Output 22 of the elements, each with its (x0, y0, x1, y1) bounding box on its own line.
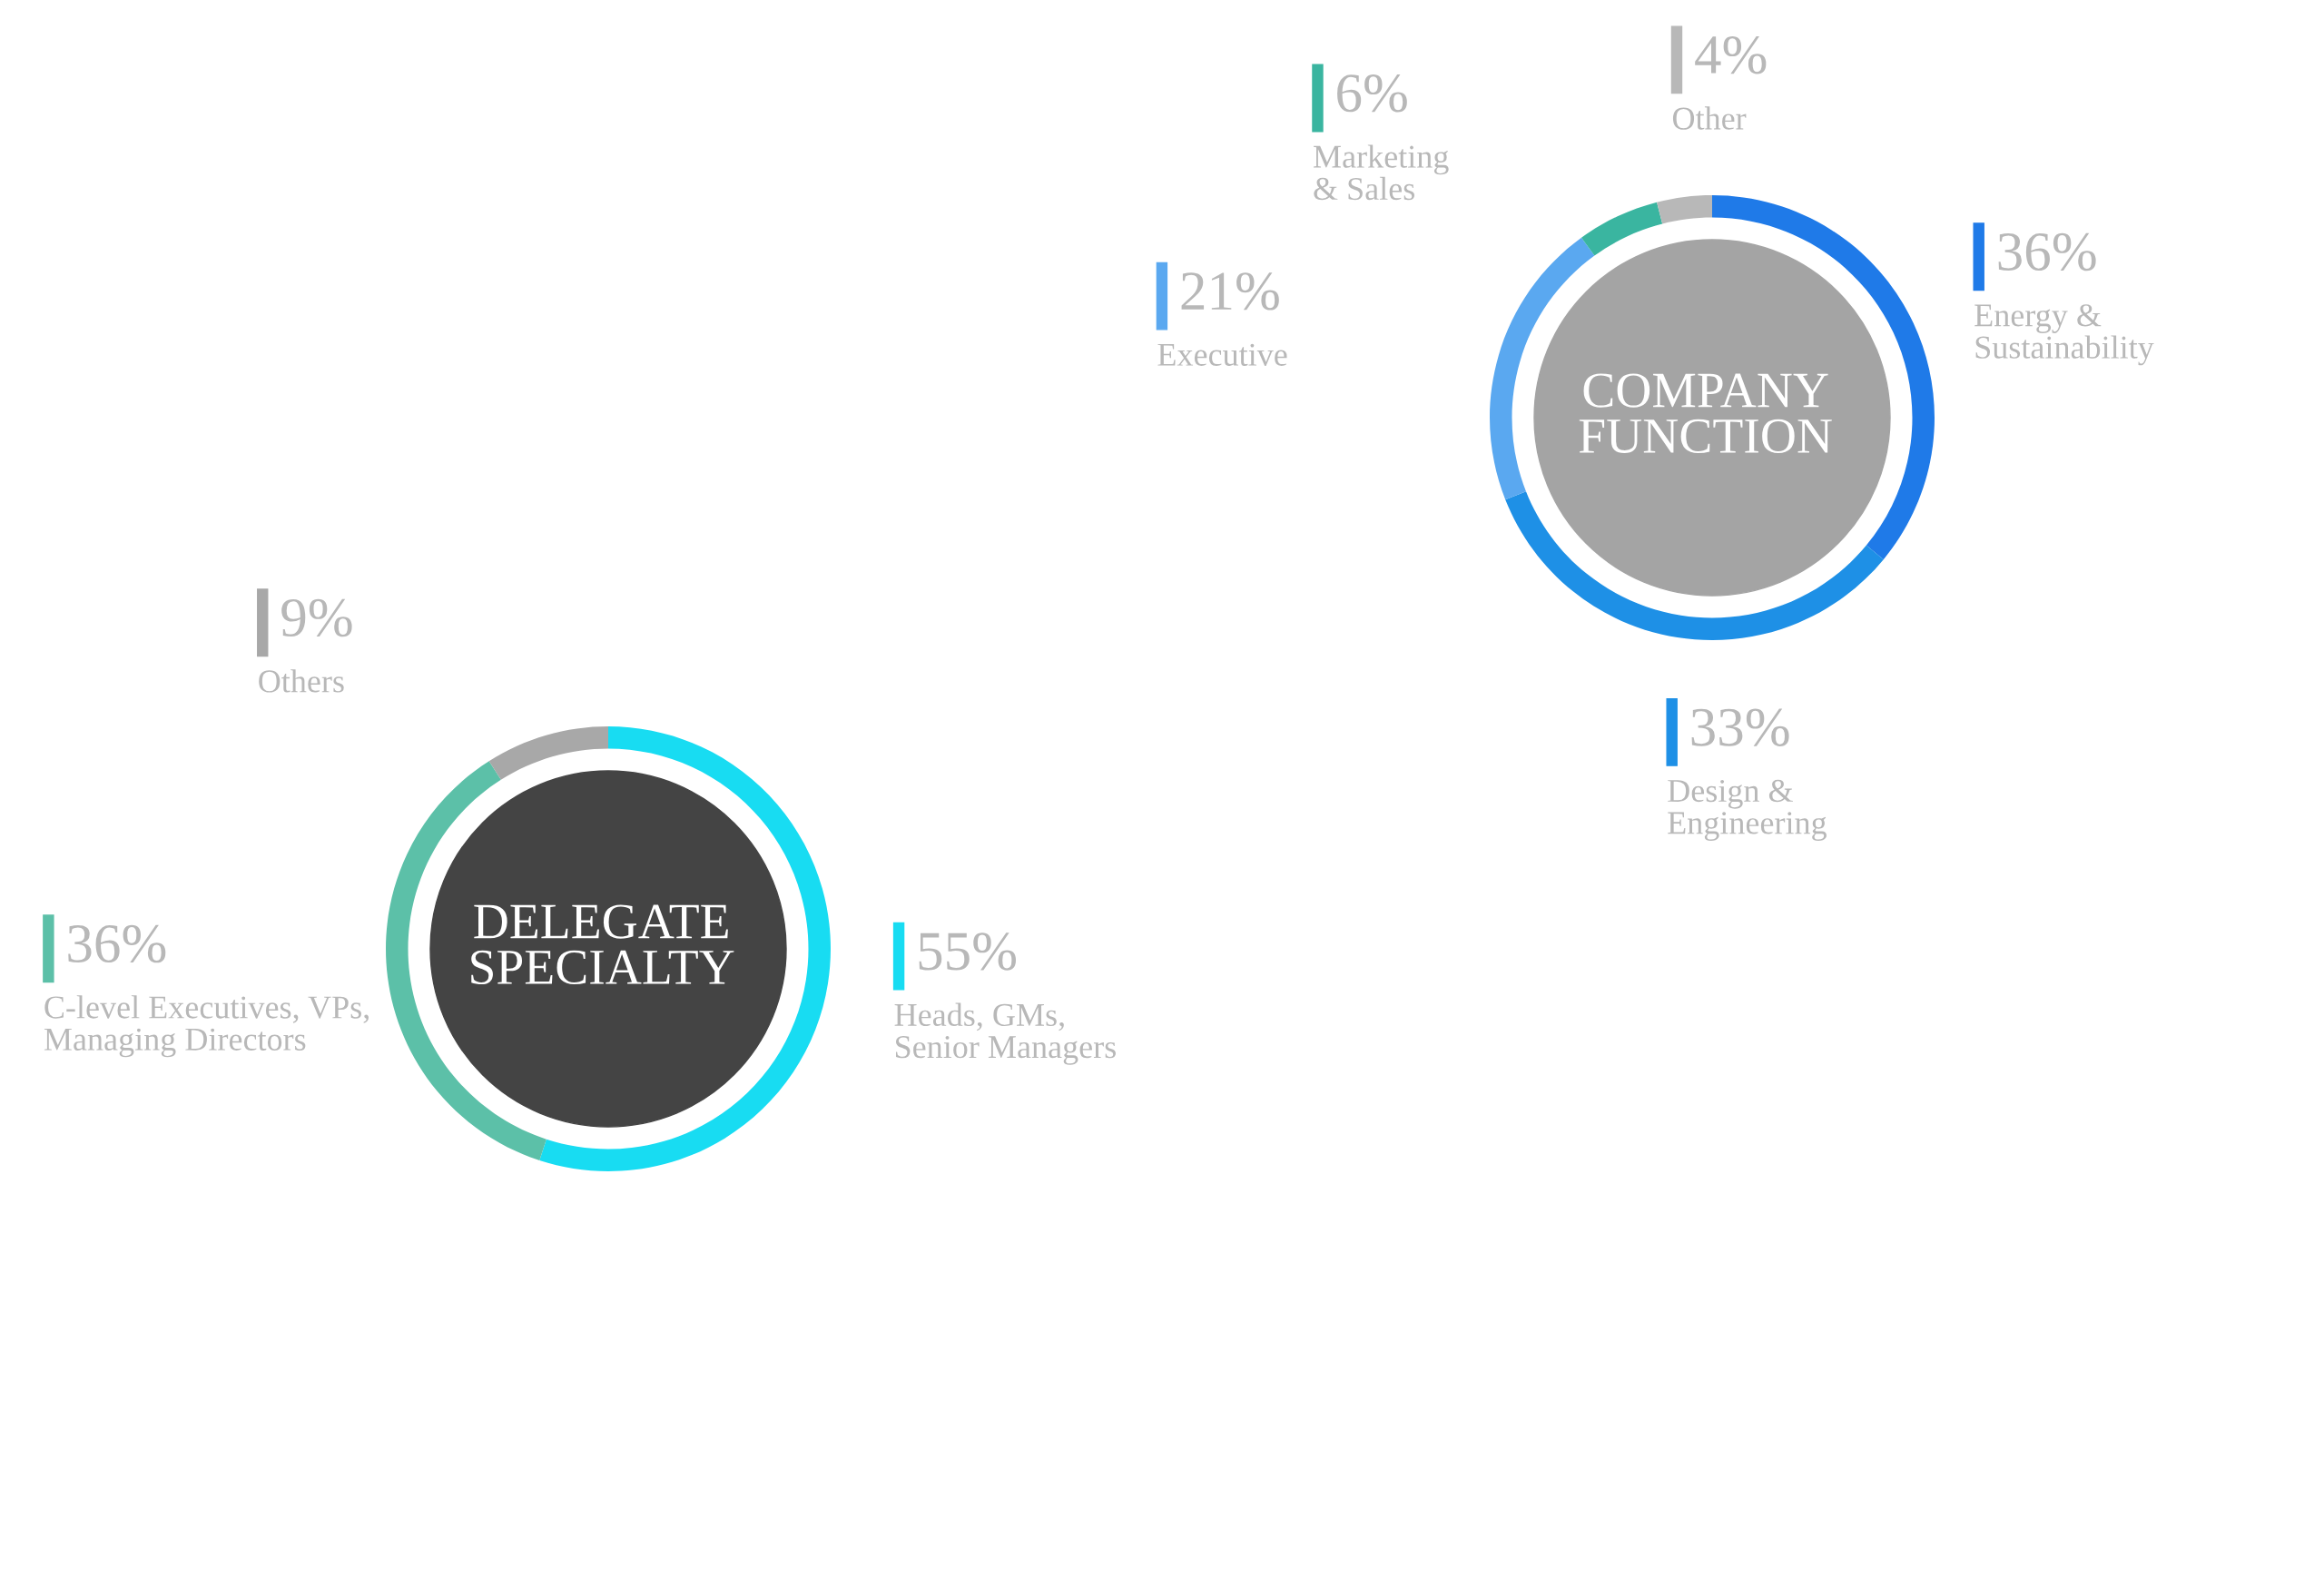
legend-label: Heads, GMs, Senior Managers (894, 1002, 1116, 1065)
legend-label: Executive (1157, 343, 1287, 366)
donut-slice (1581, 202, 1663, 256)
data-label: 21% (1181, 272, 1279, 311)
legend-label: Others (259, 669, 344, 693)
legend-label: Marketing & Sales (1314, 144, 1449, 201)
donut-slice (488, 726, 608, 780)
data-label: 4% (1695, 35, 1767, 74)
text: DELEGATE SPECIALTY (471, 904, 734, 985)
donut-slice (1657, 195, 1712, 224)
data-label: 36% (68, 924, 166, 963)
legend-label: Other (1672, 106, 1747, 130)
legend-label: Energy & Sustainability (1974, 304, 2154, 366)
data-label: 33% (1691, 708, 1789, 746)
legend-label: C-level Executives, VPs, Managing Directors (44, 995, 369, 1058)
donut-slice (1505, 491, 1884, 640)
data-label: 36% (1998, 232, 2096, 271)
text: COMPANY FUNCTION (1579, 373, 1832, 454)
data-label: 55% (919, 933, 1017, 971)
data-label: 6% (1337, 74, 1407, 113)
legend-label: Design & Engineering (1668, 779, 1827, 841)
data-label: 9% (281, 598, 352, 637)
